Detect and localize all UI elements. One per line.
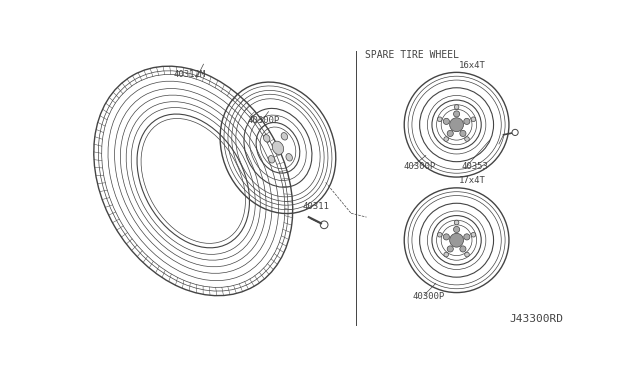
Circle shape	[444, 118, 449, 125]
Circle shape	[465, 137, 469, 141]
Ellipse shape	[281, 132, 287, 140]
Text: SPARE TIRE WHEEL: SPARE TIRE WHEEL	[365, 50, 459, 60]
Text: 40300P: 40300P	[403, 163, 436, 171]
Circle shape	[464, 234, 470, 240]
Circle shape	[447, 246, 453, 252]
Circle shape	[465, 252, 469, 257]
Text: J43300RD: J43300RD	[509, 314, 563, 324]
Circle shape	[444, 234, 449, 240]
Text: 40311: 40311	[303, 202, 330, 211]
Text: 17x4T: 17x4T	[459, 176, 486, 185]
Text: 40300P: 40300P	[413, 292, 445, 301]
Circle shape	[454, 105, 459, 109]
Text: 16x4T: 16x4T	[459, 61, 486, 70]
Circle shape	[471, 232, 476, 237]
Circle shape	[454, 111, 460, 117]
Text: 40353: 40353	[461, 163, 488, 171]
Ellipse shape	[286, 154, 292, 161]
Circle shape	[464, 118, 470, 125]
Circle shape	[437, 117, 442, 122]
Circle shape	[450, 118, 463, 132]
Circle shape	[471, 117, 476, 122]
Circle shape	[460, 246, 466, 252]
Circle shape	[454, 226, 460, 232]
Ellipse shape	[264, 135, 270, 142]
Circle shape	[437, 232, 442, 237]
Circle shape	[444, 252, 449, 257]
Circle shape	[454, 220, 459, 225]
Ellipse shape	[272, 141, 284, 154]
Circle shape	[450, 233, 463, 247]
Circle shape	[460, 130, 466, 137]
Text: 40300P: 40300P	[247, 116, 280, 125]
Circle shape	[444, 137, 449, 141]
Text: 40312M: 40312M	[174, 70, 206, 79]
Circle shape	[447, 130, 453, 137]
Ellipse shape	[268, 155, 275, 163]
